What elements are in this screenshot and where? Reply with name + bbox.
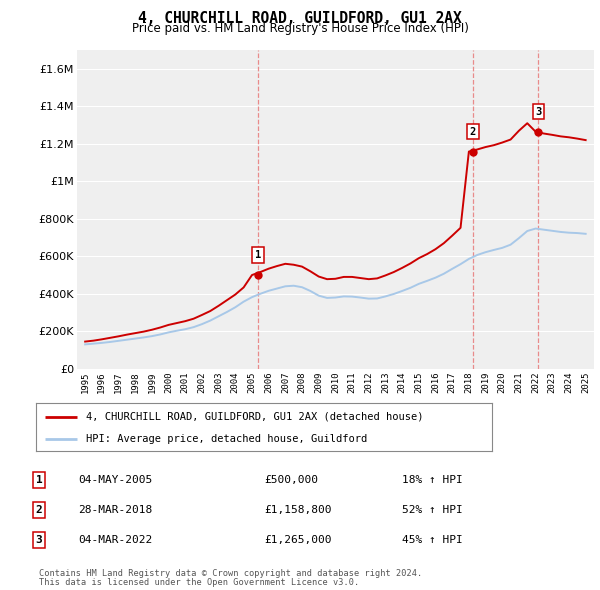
Text: 4, CHURCHILL ROAD, GUILDFORD, GU1 2AX (detached house): 4, CHURCHILL ROAD, GUILDFORD, GU1 2AX (d…: [86, 411, 424, 421]
Text: £1,158,800: £1,158,800: [264, 505, 331, 515]
Text: 2: 2: [470, 127, 476, 136]
Text: 4, CHURCHILL ROAD, GUILDFORD, GU1 2AX: 4, CHURCHILL ROAD, GUILDFORD, GU1 2AX: [138, 11, 462, 25]
Text: £500,000: £500,000: [264, 475, 318, 485]
Text: 18% ↑ HPI: 18% ↑ HPI: [402, 475, 463, 485]
Text: £1,265,000: £1,265,000: [264, 535, 331, 545]
Text: 2: 2: [35, 505, 43, 515]
Text: 1: 1: [35, 475, 43, 485]
Text: This data is licensed under the Open Government Licence v3.0.: This data is licensed under the Open Gov…: [39, 578, 359, 588]
Text: 3: 3: [35, 535, 43, 545]
Text: Contains HM Land Registry data © Crown copyright and database right 2024.: Contains HM Land Registry data © Crown c…: [39, 569, 422, 578]
Text: Price paid vs. HM Land Registry's House Price Index (HPI): Price paid vs. HM Land Registry's House …: [131, 22, 469, 35]
Text: 45% ↑ HPI: 45% ↑ HPI: [402, 535, 463, 545]
Text: 3: 3: [535, 107, 542, 117]
Text: 04-MAR-2022: 04-MAR-2022: [78, 535, 152, 545]
Text: 52% ↑ HPI: 52% ↑ HPI: [402, 505, 463, 515]
Text: 28-MAR-2018: 28-MAR-2018: [78, 505, 152, 515]
Text: 1: 1: [254, 250, 261, 260]
Text: HPI: Average price, detached house, Guildford: HPI: Average price, detached house, Guil…: [86, 434, 367, 444]
Text: 04-MAY-2005: 04-MAY-2005: [78, 475, 152, 485]
